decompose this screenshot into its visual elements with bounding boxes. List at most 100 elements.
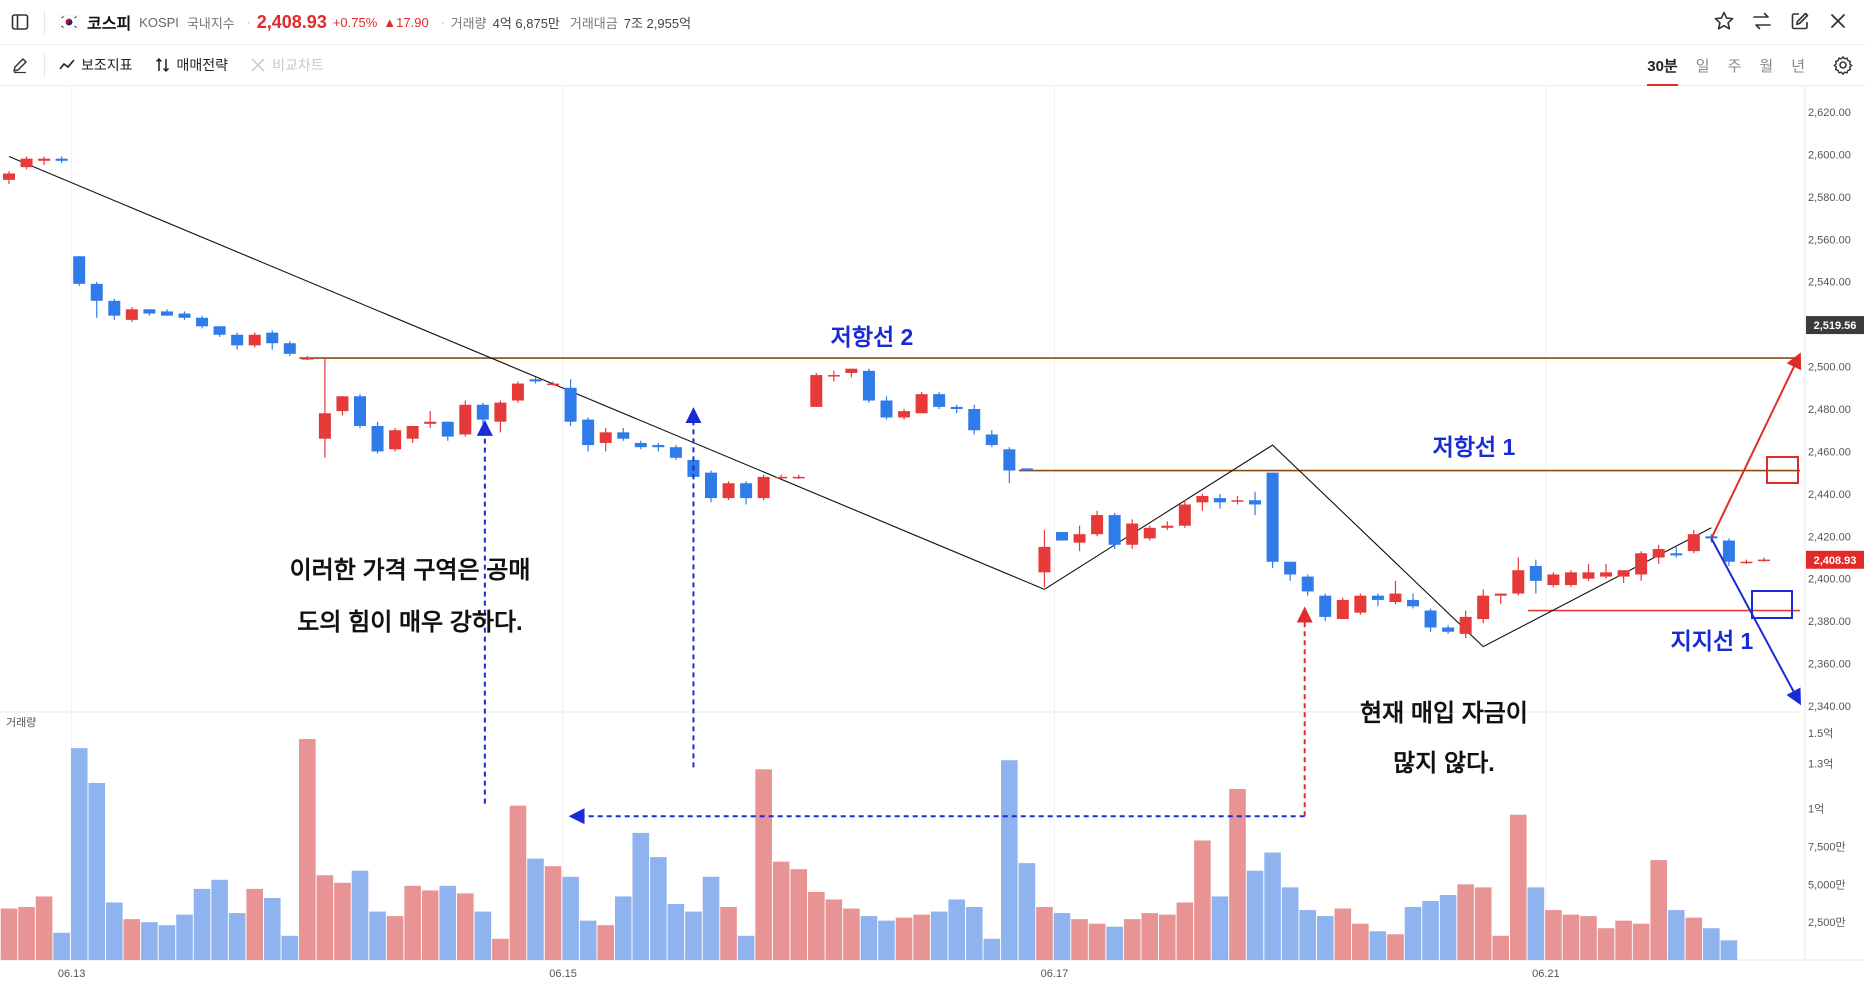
candle-body — [143, 309, 156, 314]
candle-body — [1547, 574, 1560, 586]
candlestick-chart[interactable]: 2,620.00 2,600.00 2,580.00 2,560.00 2,540.00… — [0, 86, 1865, 987]
swap-icon[interactable] — [1751, 10, 1773, 35]
candle-body — [810, 375, 823, 407]
candle-body — [318, 413, 331, 439]
volume-tick-label: 7,500만 — [1808, 841, 1846, 854]
date-tick-label: 06.13 — [58, 968, 86, 980]
tab-day[interactable]: 일 — [1695, 57, 1710, 75]
candle-body — [494, 402, 507, 422]
volume-bar — [1387, 934, 1404, 960]
close-icon[interactable] — [1827, 10, 1849, 35]
star-icon[interactable] — [1713, 10, 1735, 35]
volume-bar — [0, 908, 18, 960]
candle-body — [1512, 570, 1525, 594]
sidebar-toggle-icon[interactable] — [10, 12, 30, 32]
index-code: KOSPI — [139, 14, 179, 30]
candle-body — [1477, 595, 1490, 620]
candle-body — [424, 421, 437, 424]
price-tick-label: 2,580.00 — [1808, 192, 1851, 204]
volume-bar — [1159, 914, 1176, 960]
candle-body — [1284, 561, 1297, 575]
candle-body — [1266, 472, 1279, 562]
candle-body — [1056, 532, 1068, 541]
candle-body — [1038, 546, 1051, 573]
volume-bar — [1036, 907, 1053, 960]
candle-body — [231, 334, 244, 346]
volume-pane-label: 거래량 — [6, 716, 36, 729]
candle-body — [1529, 565, 1542, 581]
compare-button[interactable]: 비교차트 — [250, 55, 324, 75]
candle-body — [898, 411, 911, 418]
volume-bar — [439, 885, 457, 960]
volume-bar — [492, 938, 509, 960]
candle-body — [1407, 599, 1419, 607]
candle-body — [3, 173, 15, 180]
candle-body — [1354, 595, 1367, 613]
price-tick-label: 2,480.00 — [1808, 404, 1851, 416]
volume-bar — [228, 913, 246, 960]
price-tick-label: 2,340.00 — [1808, 701, 1851, 713]
volume-bar — [106, 902, 123, 960]
volume-bar — [527, 858, 544, 960]
pencil-icon[interactable] — [10, 55, 30, 75]
breakdown-box-down — [1751, 590, 1793, 619]
tab-30min[interactable]: 30분 — [1647, 55, 1678, 86]
candle-body — [1073, 534, 1086, 543]
tab-week[interactable]: 주 — [1727, 57, 1742, 75]
candle-body — [1319, 595, 1332, 617]
volume-bar — [755, 769, 772, 960]
volume-bar — [1001, 760, 1018, 960]
volume-bar — [141, 922, 158, 960]
crosshair-price-badge: 2,519.56 — [1814, 320, 1857, 332]
candle-body — [669, 447, 682, 458]
price-tick-label: 2,500.00 — [1808, 362, 1851, 374]
volume-bar — [386, 916, 404, 960]
tab-year[interactable]: 년 — [1791, 57, 1805, 75]
volume-bar — [421, 890, 439, 960]
candle-body — [1020, 468, 1033, 471]
gear-icon[interactable] — [1833, 55, 1853, 78]
candle-body — [775, 476, 788, 479]
volume-bar — [211, 879, 228, 960]
candle-body — [1670, 553, 1683, 556]
annotation-resistance-2: 저항선 2 — [831, 324, 914, 350]
strategy-button[interactable]: 매매전략 — [155, 55, 228, 75]
candle-body — [1758, 559, 1770, 562]
indicators-button[interactable]: 보조지표 — [59, 55, 133, 75]
candle-body — [1178, 504, 1191, 526]
candle-body — [441, 421, 454, 437]
volume-bar — [1703, 928, 1720, 960]
candle-body — [1336, 599, 1349, 620]
tab-month[interactable]: 월 — [1759, 57, 1774, 75]
volume-bar — [1474, 887, 1492, 960]
volume-bar — [299, 739, 316, 960]
volume-bar — [53, 932, 70, 960]
candle-body — [845, 368, 858, 373]
volume-bar — [720, 907, 737, 960]
volume-bar — [1562, 914, 1580, 960]
candle-body — [1617, 570, 1630, 577]
chart-toolbar: 보조지표 매매전략 비교차트 30분 일 주 월 년 — [0, 45, 1865, 86]
volume-bar — [1510, 814, 1527, 960]
price-tick-label: 2,540.00 — [1808, 277, 1851, 289]
edit-icon[interactable] — [1789, 10, 1811, 35]
chart-area[interactable]: 2,620.00 2,600.00 2,580.00 2,560.00 2,540.00… — [0, 86, 1865, 987]
volume-bar — [825, 899, 843, 960]
candle-body — [336, 396, 349, 412]
candle-body — [1424, 610, 1437, 628]
annotation-buying-funds-2: 많지 않다. — [1393, 750, 1495, 777]
volume-bar — [1404, 907, 1422, 960]
timeframe-tabs: 30분 일 주 월 년 — [1647, 45, 1805, 86]
volume-bar — [158, 925, 176, 960]
candle-body — [582, 419, 595, 446]
volume-tick-label: 1.5억 — [1808, 727, 1833, 740]
volume-bar — [474, 911, 492, 960]
candle-body — [599, 432, 612, 443]
amount-value: 7조 2,955억 — [623, 15, 692, 31]
candle-body — [1301, 576, 1314, 592]
volume-bar — [790, 869, 808, 960]
volume-bar — [123, 919, 141, 960]
volume-bar — [281, 935, 299, 960]
candle-body — [406, 425, 419, 439]
candle-body — [20, 158, 33, 168]
